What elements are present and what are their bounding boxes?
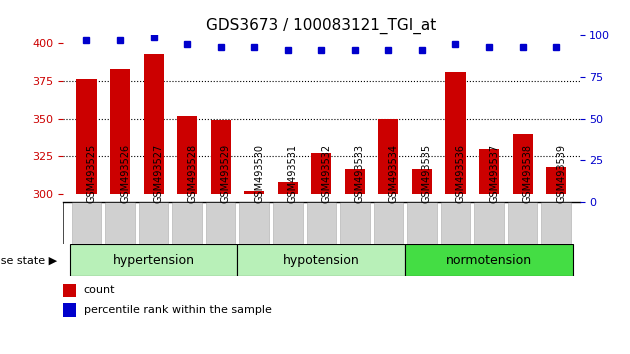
Bar (405, 244, 573, 276)
Text: GSM493533: GSM493533 (355, 144, 365, 204)
Text: GSM493531: GSM493531 (288, 144, 298, 204)
Text: GSM493527: GSM493527 (154, 144, 164, 204)
Bar (76, 79, 96, 194)
Text: disease state ▶: disease state ▶ (0, 255, 57, 265)
Bar (105, 202, 135, 244)
Bar (412, 169, 432, 194)
Bar (144, 53, 164, 194)
Text: GSM493537: GSM493537 (489, 144, 499, 204)
Text: GSM493534: GSM493534 (388, 144, 398, 204)
Bar (177, 115, 197, 194)
Bar (340, 202, 370, 244)
Bar (546, 167, 566, 194)
Bar (513, 134, 532, 194)
Bar (110, 69, 130, 194)
Bar (445, 72, 466, 194)
Text: GSM493525: GSM493525 (86, 144, 96, 204)
Bar (173, 202, 202, 244)
Bar (379, 119, 398, 194)
Bar (70, 244, 238, 276)
Bar (63, 284, 76, 297)
Title: GDS3673 / 100083121_TGI_at: GDS3673 / 100083121_TGI_at (206, 18, 437, 34)
Bar (508, 202, 537, 244)
Bar (345, 169, 365, 194)
Text: normotension: normotension (446, 254, 532, 267)
Bar (307, 202, 336, 244)
Bar (72, 202, 101, 244)
Bar (278, 182, 298, 194)
Bar (239, 202, 269, 244)
Text: hypotension: hypotension (283, 254, 360, 267)
Bar (441, 202, 470, 244)
Bar (244, 191, 264, 194)
Bar (63, 303, 76, 316)
Bar (311, 153, 331, 194)
Text: count: count (84, 285, 115, 295)
Bar (273, 202, 302, 244)
Text: GSM493539: GSM493539 (556, 144, 566, 204)
Text: GSM493526: GSM493526 (120, 144, 130, 204)
Bar (210, 120, 231, 194)
Bar (474, 202, 504, 244)
Text: percentile rank within the sample: percentile rank within the sample (84, 305, 272, 315)
Bar (374, 202, 403, 244)
Text: GSM493532: GSM493532 (321, 144, 331, 204)
Bar (407, 202, 437, 244)
Text: GSM493536: GSM493536 (455, 144, 466, 204)
Bar (238, 244, 405, 276)
Bar (541, 202, 571, 244)
Text: hypertension: hypertension (113, 254, 195, 267)
Text: GSM493538: GSM493538 (522, 144, 532, 204)
Text: GSM493529: GSM493529 (220, 144, 231, 204)
Bar (139, 202, 168, 244)
Text: GSM493528: GSM493528 (187, 144, 197, 204)
Text: GSM493535: GSM493535 (422, 144, 432, 204)
Bar (206, 202, 236, 244)
Bar (479, 149, 499, 194)
Text: GSM493530: GSM493530 (255, 144, 264, 204)
